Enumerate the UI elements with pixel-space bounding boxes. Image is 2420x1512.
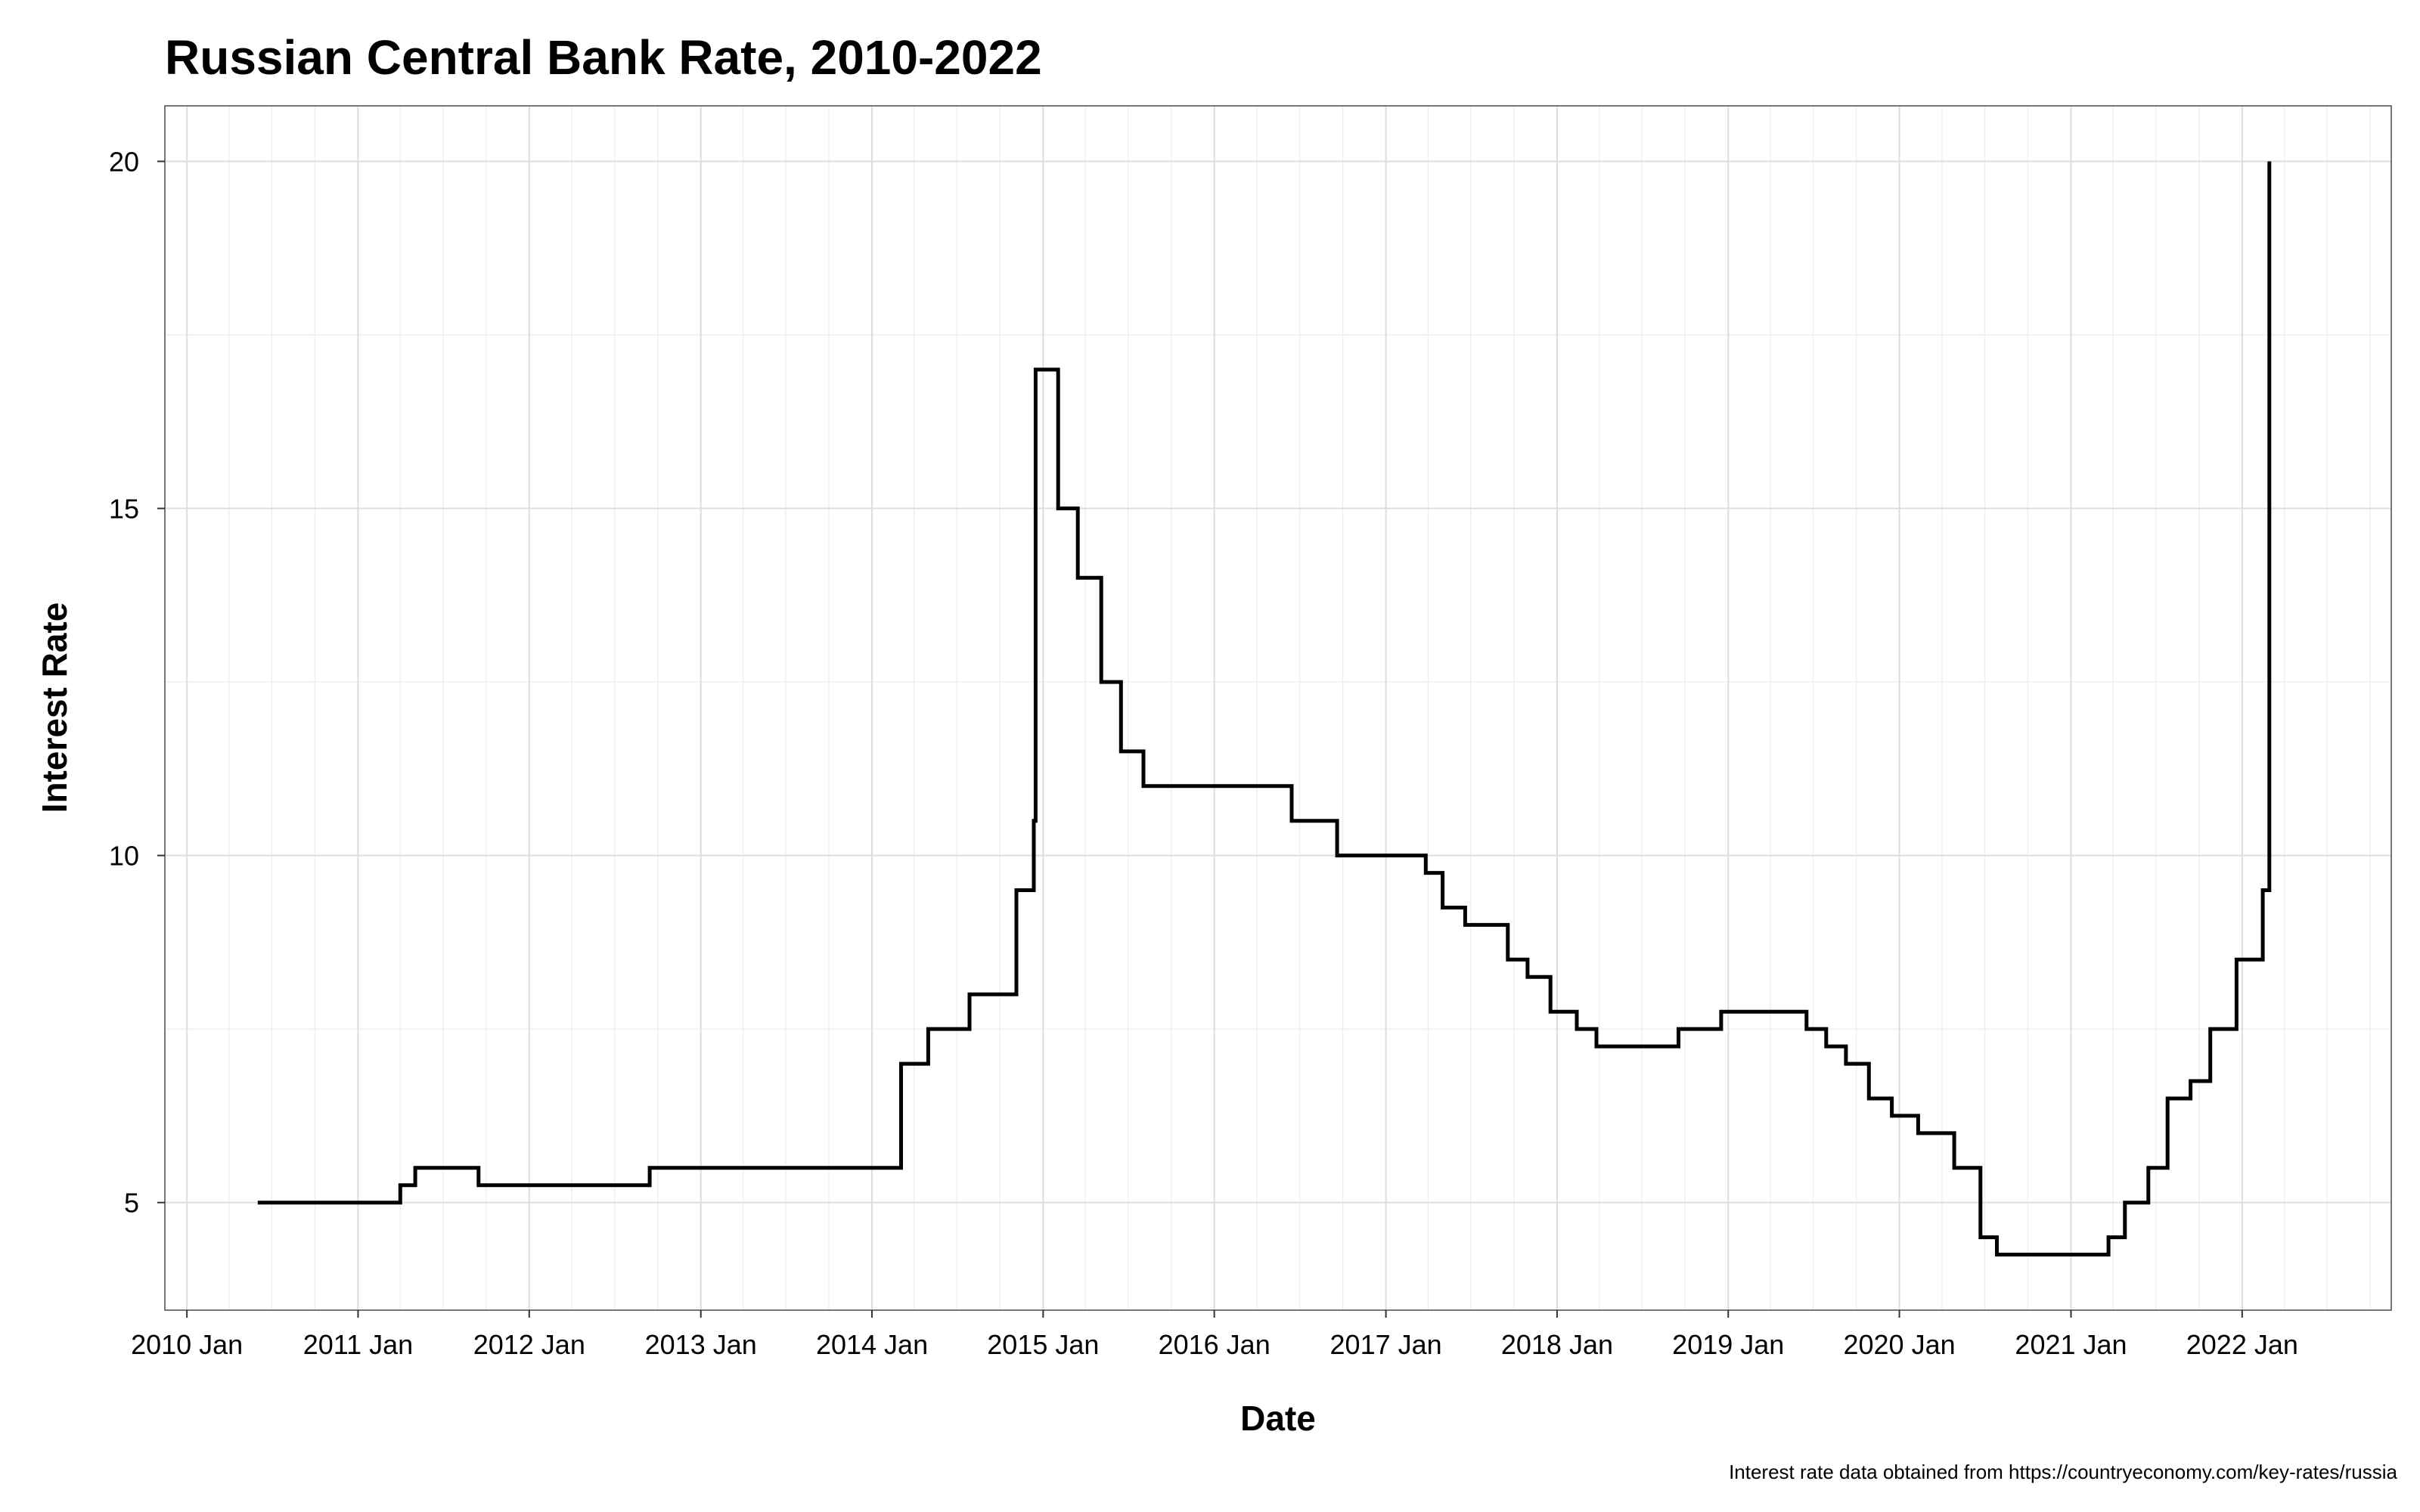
- x-tick-label: 2016 Jan: [1159, 1329, 1270, 1360]
- y-tick-label: 5: [124, 1188, 139, 1219]
- chart-title: Russian Central Bank Rate, 2010-2022: [165, 30, 1042, 85]
- y-axis-title: Interest Rate: [35, 603, 74, 813]
- x-tick-label: 2018 Jan: [1501, 1329, 1613, 1360]
- tick-labels: 2010 Jan 2011 Jan 2012 Jan 2013 Jan 2014 Jan…: [109, 146, 2298, 1360]
- x-tick-label: 2021 Jan: [2015, 1329, 2127, 1360]
- x-tick-label: 2012 Jan: [473, 1329, 585, 1360]
- x-tick-label: 2011 Jan: [303, 1329, 413, 1360]
- x-tick-label: 2017 Jan: [1330, 1329, 1442, 1360]
- plot-panel: [164, 105, 2392, 1311]
- y-tick-label: 10: [109, 841, 139, 872]
- x-tick-label: 2013 Jan: [645, 1329, 757, 1360]
- y-tick-label: 15: [109, 494, 139, 525]
- x-tick-label: 2020 Jan: [1843, 1329, 1955, 1360]
- x-tick-label: 2019 Jan: [1672, 1329, 1784, 1360]
- x-tick-label: 2014 Jan: [816, 1329, 928, 1360]
- axis-ticks: [157, 160, 2243, 1318]
- x-tick-label: 2022 Jan: [2186, 1329, 2298, 1360]
- data-source-caption: Interest rate data obtained from https:/…: [1729, 1461, 2397, 1483]
- rate-step-line: [257, 161, 2272, 1256]
- y-tick-label: 20: [109, 146, 139, 177]
- grid-lines: [165, 106, 2391, 1310]
- x-tick-label: 2015 Jan: [987, 1329, 1099, 1360]
- x-axis-title: Date: [1240, 1399, 1316, 1438]
- series-layer: [257, 161, 2272, 1256]
- x-tick-label: 2010 Jan: [131, 1329, 243, 1360]
